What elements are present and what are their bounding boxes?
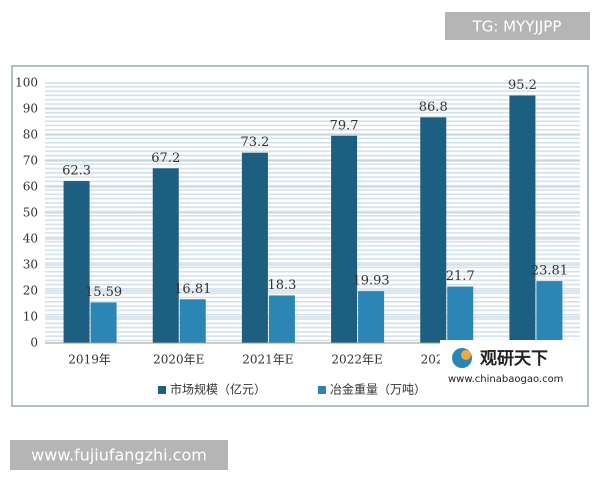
y-tick-label: 30 — [23, 258, 38, 272]
bar — [268, 295, 295, 343]
bar — [447, 286, 474, 343]
legend-label: 冶金重量（万吨） — [330, 382, 426, 397]
value-label: 73.2 — [240, 135, 269, 150]
value-label: 19.93 — [352, 274, 389, 289]
value-label: 86.8 — [419, 100, 448, 115]
watermark-text: TG: MYYJJPP — [472, 18, 562, 36]
value-label: 79.7 — [330, 118, 359, 133]
legend-label: 市场规模（亿元） — [170, 382, 266, 397]
value-label: 18.3 — [267, 278, 296, 293]
bar — [152, 168, 179, 343]
y-tick-label: 50 — [23, 206, 38, 220]
y-tick-label: 10 — [23, 310, 38, 324]
y-tick-label: 80 — [23, 128, 38, 142]
y-tick-label: 0 — [30, 336, 38, 350]
value-label: 62.3 — [62, 164, 91, 179]
value-label: 16.81 — [174, 282, 211, 297]
y-tick-label: 100 — [15, 76, 38, 90]
watermark-text: www.fujiufangzhi.com — [31, 446, 207, 465]
watermark-box — [10, 440, 228, 470]
bar — [358, 291, 385, 343]
bar — [536, 281, 563, 343]
bar — [241, 152, 268, 343]
bar — [420, 117, 447, 343]
value-label: 67.2 — [151, 151, 180, 166]
value-label: 23.81 — [531, 264, 568, 279]
x-tick-label: 2021年E — [242, 353, 293, 367]
y-tick-label: 60 — [23, 180, 38, 194]
x-tick-label: 2019年 — [68, 353, 111, 367]
legend-swatch — [158, 386, 166, 394]
bar — [179, 299, 206, 343]
logo-icon — [461, 350, 471, 360]
x-tick-label: 2020年E — [153, 353, 204, 367]
watermark-box — [445, 12, 590, 40]
y-tick-label: 40 — [23, 232, 38, 246]
value-label: 95.2 — [508, 78, 537, 93]
x-tick-label: 2022年E — [331, 353, 382, 367]
bar — [509, 95, 536, 343]
value-label: 15.59 — [85, 285, 122, 300]
bar — [63, 181, 90, 343]
logo-url: www.chinabaogao.com — [448, 374, 563, 385]
y-tick-label: 90 — [23, 102, 38, 116]
logo-name: 观研天下 — [479, 349, 548, 369]
bar — [331, 135, 358, 343]
y-tick-label: 70 — [23, 154, 38, 168]
value-label: 21.7 — [446, 269, 475, 284]
y-tick-label: 20 — [23, 284, 38, 298]
legend-swatch — [318, 386, 326, 394]
bar — [90, 302, 117, 343]
